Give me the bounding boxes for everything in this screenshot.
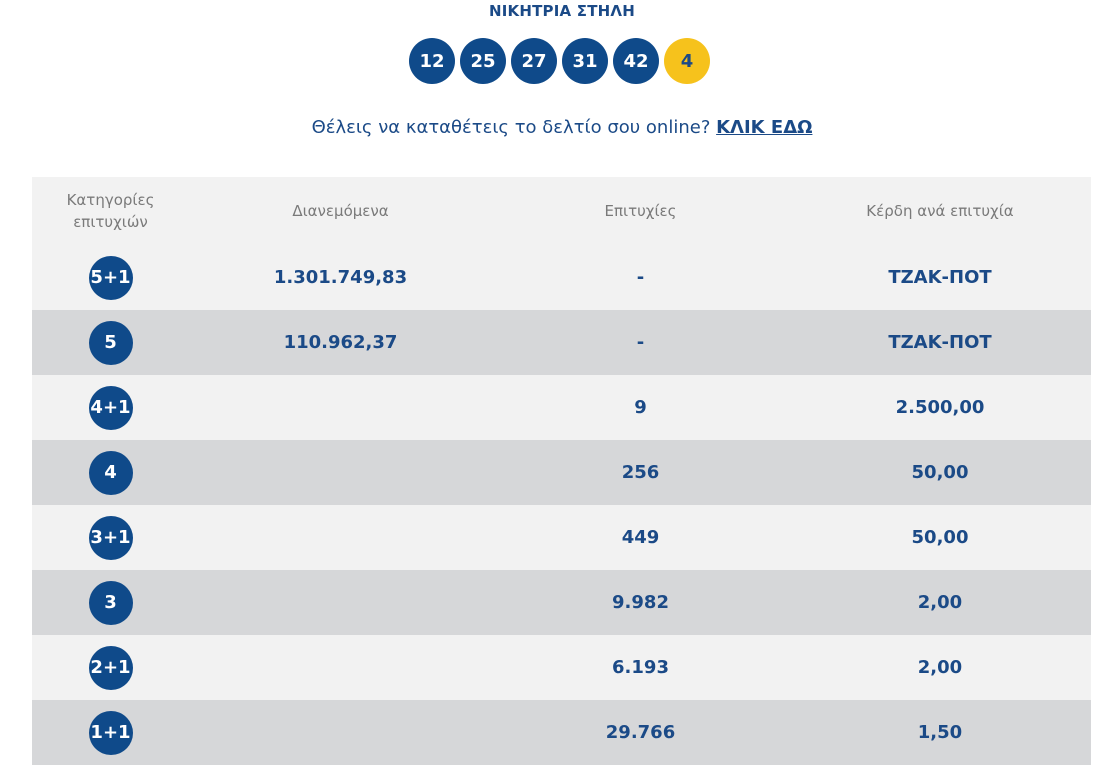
online-ticket-promo: Θέλεις να καταθέτεις το δελτίο σου onlin… [0,117,1094,138]
header-winners: Επιτυχίες [604,202,677,220]
prize-cell: 2,00 [917,657,963,678]
prize-table: Κατηγορίες επιτυχιών Διανεμόμενα Επιτυχί… [32,177,1091,765]
prize-cell: 50,00 [911,462,969,483]
category-cell: 5 [32,320,189,365]
table-row: 1+1 29.766 1,50 [32,700,1091,765]
category-badge: 3+1 [88,515,133,560]
category-cell: 1+1 [32,710,189,755]
prize-cell: 2.500,00 [895,397,985,418]
table-row: 4 256 50,00 [32,440,1091,505]
category-cell: 3+1 [32,515,189,560]
header-distributed: Διανεμόμενα [292,202,389,220]
table-row: 3 9.982 2,00 [32,570,1091,635]
prize-cell: 1,50 [917,722,963,743]
winning-number-ball: 25 [460,38,506,84]
table-header: Κατηγορίες επιτυχιών Διανεμόμενα Επιτυχί… [32,177,1091,245]
prize-cell: ΤΖΑΚ-ΠΟΤ [888,332,992,353]
winners-cell: - [636,267,645,288]
table-row: 3+1 449 50,00 [32,505,1091,570]
category-badge: 4 [88,450,133,495]
category-cell: 4+1 [32,385,189,430]
winners-cell: 256 [621,462,660,483]
table-row: 2+1 6.193 2,00 [32,635,1091,700]
table-row: 5 110.962,37 - ΤΖΑΚ-ΠΟΤ [32,310,1091,375]
joker-ball: 4 [664,38,710,84]
winning-number-ball: 31 [562,38,608,84]
category-cell: 4 [32,450,189,495]
winning-column-title: ΝΙΚΗΤΡΙΑ ΣΤΗΛΗ [489,2,635,20]
prize-cell: 50,00 [911,527,969,548]
header-prize: Κέρδη ανά επιτυχία [866,202,1014,220]
category-cell: 3 [32,580,189,625]
category-badge: 3 [88,580,133,625]
winners-cell: - [636,332,645,353]
table-row: 4+1 9 2.500,00 [32,375,1091,440]
promo-text: Θέλεις να καταθέτεις το δελτίο σου onlin… [311,117,711,138]
winners-cell: 9 [634,397,647,418]
prize-cell: ΤΖΑΚ-ΠΟΤ [888,267,992,288]
category-badge: 5+1 [88,255,133,300]
category-badge: 5 [88,320,133,365]
category-cell: 2+1 [32,645,189,690]
winning-number-ball: 27 [511,38,557,84]
category-cell: 5+1 [32,255,189,300]
winners-cell: 29.766 [605,722,676,743]
winners-cell: 449 [621,527,660,548]
winners-cell: 9.982 [612,592,669,613]
prize-cell: 2,00 [917,592,963,613]
category-badge: 4+1 [88,385,133,430]
distributed-cell: 1.301.749,83 [273,267,408,288]
header-category: Κατηγορίες επιτυχιών [66,191,155,231]
winners-cell: 6.193 [612,657,669,678]
winning-numbers: 12 25 27 31 42 4 [409,38,710,84]
winning-number-ball: 12 [409,38,455,84]
category-badge: 2+1 [88,645,133,690]
distributed-cell: 110.962,37 [283,332,398,353]
table-row: 5+1 1.301.749,83 - ΤΖΑΚ-ΠΟΤ [32,245,1091,310]
winning-number-ball: 42 [613,38,659,84]
click-here-link[interactable]: ΚΛΙΚ ΕΔΩ [716,117,813,138]
category-badge: 1+1 [88,710,133,755]
